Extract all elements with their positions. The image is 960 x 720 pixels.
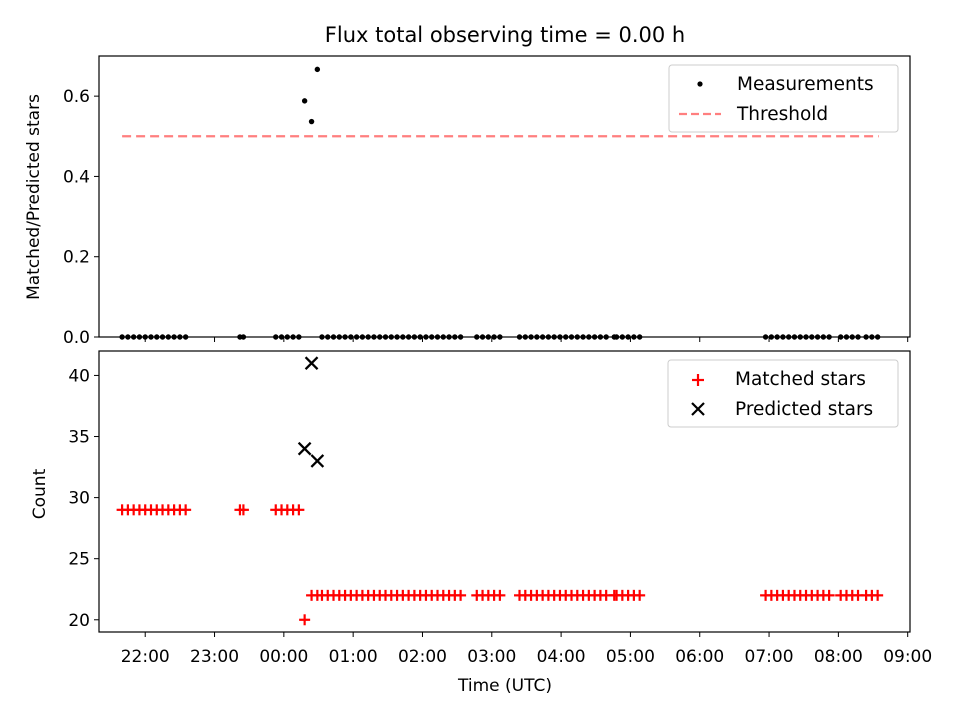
y-tick-label: 0.6 [63,87,90,107]
top-legend: Measurements Threshold [668,64,899,133]
top-legend-box [668,64,899,133]
top-panel-ratio: 0.0 0.2 0.4 0.6 Matched/Predicted stars Mea… [24,55,911,348]
x-tick-label: 08:00 [814,647,863,667]
bottom-y-axis-label: Count [30,468,50,519]
x-tick-label: 23:00 [190,647,239,667]
matched-stars-point [823,589,835,601]
matched-stars-point [237,504,249,516]
matched-stars-point [293,504,305,516]
matched-stars-point [494,589,506,601]
legend-threshold-label: Threshold [736,104,828,125]
predicted-stars-point [297,441,312,456]
legend-matched-label: Matched stars [735,369,866,390]
x-tick-label: 06:00 [675,647,724,667]
y-tick-label: 40 [68,366,90,386]
y-tick-label: 20 [68,611,90,631]
y-tick-label: 35 [68,428,90,448]
y-tick-label: 0.4 [63,167,90,187]
x-axis-label: Time (UTC) [457,676,552,696]
matched-stars-point [872,589,884,601]
y-tick-label: 30 [68,489,90,509]
bottom-legend-box [667,359,899,428]
x-tick-label: 01:00 [329,647,378,667]
bottom-panel-counts: 20 25 30 35 40 22:00 23:00 00:00 01:00 02:00 03:0… [30,350,932,696]
measurement-point [301,98,308,104]
y-tick-label: 0.2 [63,248,90,268]
legend-predicted-marker [691,402,705,416]
predicted-stars-point [304,356,319,371]
x-tick-label: 22:00 [121,647,170,667]
matched-stars-point [299,614,311,626]
x-tick-label: 05:00 [606,647,655,667]
x-tick-label: 09:00 [883,647,932,667]
x-tick-label: 04:00 [537,647,586,667]
matched-stars-point [180,504,192,516]
bottom-plot-frame [98,350,911,633]
matched-stars-point [455,589,467,601]
top-plot-frame [98,55,911,338]
measurement-point [314,66,321,73]
matched-stars-point [634,589,646,601]
predicted-stars-point [310,454,325,468]
x-tick-label: 07:00 [745,647,794,667]
legend-measurements-label: Measurements [737,74,874,95]
legend-predicted-label: Predicted stars [735,399,873,420]
legend-matched-marker [692,374,704,386]
chart-title: Flux total observing time = 0.00 h [325,23,685,47]
measurement-point [308,118,315,125]
bottom-legend: Matched stars Predicted stars [667,359,899,428]
y-tick-label: 0.0 [63,328,90,348]
legend-measurements-marker [697,81,703,87]
y-tick-label: 25 [68,550,90,570]
x-tick-label: 02:00 [398,647,447,667]
top-y-axis-label: Matched/Predicted stars [24,94,44,300]
x-tick-label: 00:00 [259,647,308,667]
x-tick-label: 03:00 [467,647,516,667]
